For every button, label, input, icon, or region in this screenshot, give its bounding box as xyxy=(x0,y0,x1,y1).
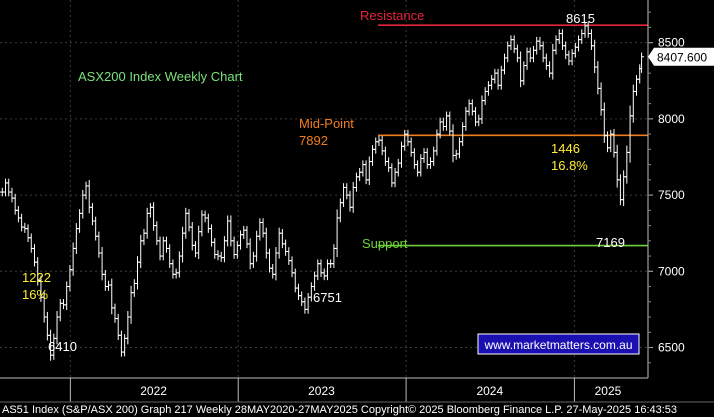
x-tick-label: 2022 xyxy=(140,384,167,398)
x-tick-label: 2023 xyxy=(308,384,335,398)
chart-title: ASX200 Index Weekly Chart xyxy=(78,69,243,84)
watermark-box xyxy=(477,333,640,355)
low-2022-label: 6410 xyxy=(48,339,77,354)
y-tick-label: 8500 xyxy=(658,36,685,50)
low-2025-label: 7169 xyxy=(596,235,625,250)
last-price-box xyxy=(648,47,714,66)
move-2025-pct: 16.8% xyxy=(551,158,588,173)
y-tick-label: 7500 xyxy=(658,188,685,202)
move-2022-pct: 16% xyxy=(22,287,48,302)
midpoint-label: Mid-Point xyxy=(299,116,354,131)
x-tick-label: 2025 xyxy=(595,384,622,398)
watermark-text: www.marketmatters.com.au xyxy=(483,338,632,352)
high-label: 8615 xyxy=(566,11,595,26)
move-2025-points: 1446 xyxy=(551,141,580,156)
resistance-label: Resistance xyxy=(360,8,424,23)
x-tick-label: 2024 xyxy=(476,384,503,398)
support-label: Support xyxy=(362,236,408,251)
level-lines xyxy=(378,24,648,247)
footer-text: AS51 Index (S&P/ASX 200) Graph 217 Weekl… xyxy=(2,404,677,416)
y-tick-label: 8000 xyxy=(658,112,685,126)
y-tick-label: 6500 xyxy=(658,341,685,355)
midpoint-value: 7892 xyxy=(299,133,328,148)
move-2022-points: 1222 xyxy=(22,270,51,285)
chart-labels: ASX200 Index Weekly Chart Resistance Mid-P… xyxy=(22,8,640,355)
price-series xyxy=(0,21,645,361)
last-price-label: 8407.600 xyxy=(657,50,707,64)
y-tick-label: 7000 xyxy=(658,264,685,278)
price-bar xyxy=(639,52,645,73)
low-2023-label: 6751 xyxy=(313,290,342,305)
